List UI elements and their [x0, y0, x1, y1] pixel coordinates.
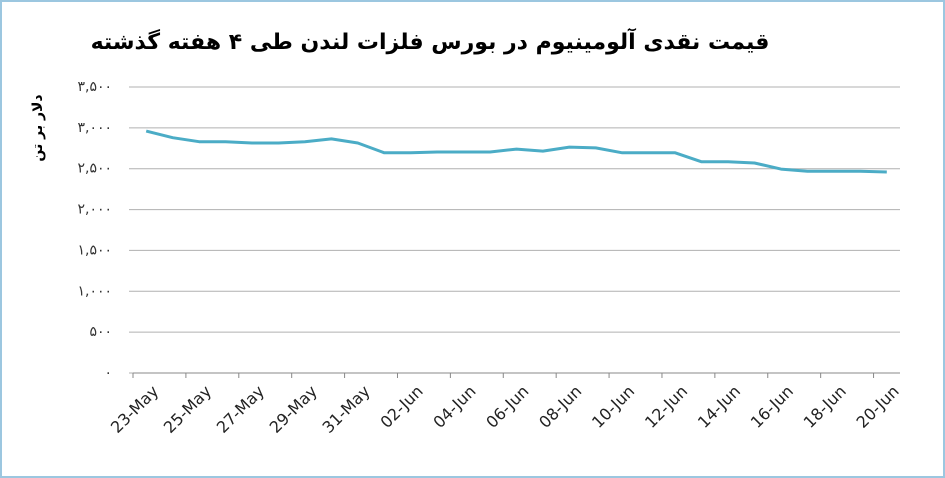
y-tick-label: ۳,۰۰۰	[77, 120, 112, 136]
y-tick-label: ۱,۵۰۰	[77, 242, 112, 258]
line	[145, 129, 887, 174]
chart-title: قیمت نقدی آلومینیوم در بورس فلزات لندن ط…	[91, 27, 770, 55]
y-tick-label: ۱,۰۰۰	[77, 283, 112, 299]
y-tick-label: ۲,۰۰۰	[77, 202, 112, 218]
y-tick-label: ۵۰۰	[89, 324, 112, 340]
y-axis-label: دلار بر تن	[30, 94, 46, 161]
y-tick-label: ۳,۵۰۰	[77, 79, 112, 95]
y-tick-label: ۰	[104, 365, 112, 381]
y-tick-label: ۲,۵۰۰	[77, 161, 112, 177]
